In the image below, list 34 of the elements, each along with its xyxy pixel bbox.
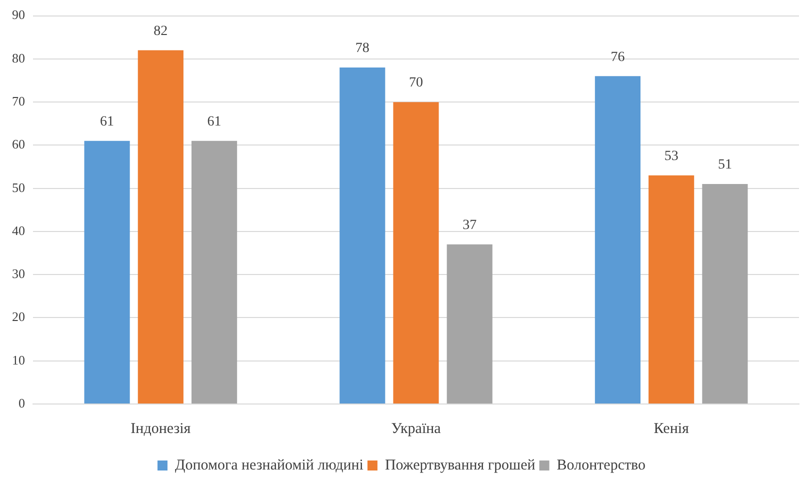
- x-tick-label: Індонезія: [130, 420, 191, 437]
- y-tick-label: 10: [12, 352, 25, 368]
- y-tick-label: 0: [18, 395, 25, 410]
- bar: [446, 244, 492, 404]
- y-tick-label: 70: [12, 93, 25, 108]
- data-label: 70: [409, 76, 423, 91]
- data-label: 76: [610, 50, 625, 65]
- y-tick-label: 50: [12, 180, 25, 195]
- bar: [594, 76, 640, 404]
- bar: [138, 50, 184, 404]
- data-label: 37: [462, 218, 477, 234]
- data-label: 61: [207, 114, 222, 130]
- legend-label: Допомога незнайомій людині: [174, 457, 364, 474]
- bar: [393, 102, 439, 404]
- y-tick-label: 40: [12, 222, 25, 238]
- data-label: 61: [100, 114, 114, 130]
- bar: [192, 140, 238, 404]
- y-tick-label: 30: [12, 266, 25, 282]
- x-tick-label: Кенія: [654, 420, 690, 437]
- data-label: 53: [664, 149, 678, 164]
- bar: [84, 140, 130, 404]
- bar: [702, 184, 748, 404]
- data-label: 82: [154, 24, 168, 39]
- y-tick-label: 60: [12, 136, 25, 152]
- legend-label: Волонтерство: [556, 457, 646, 474]
- data-label: 78: [355, 41, 370, 56]
- y-tick-label: 90: [12, 7, 25, 22]
- x-tick-label: Україна: [391, 420, 442, 437]
- y-tick-label: 80: [12, 50, 25, 66]
- legend-label: Пожертвування грошей: [384, 457, 536, 474]
- y-tick-label: 20: [12, 309, 25, 324]
- bar: [648, 175, 694, 404]
- data-label: 51: [718, 158, 732, 173]
- bar: [340, 68, 386, 404]
